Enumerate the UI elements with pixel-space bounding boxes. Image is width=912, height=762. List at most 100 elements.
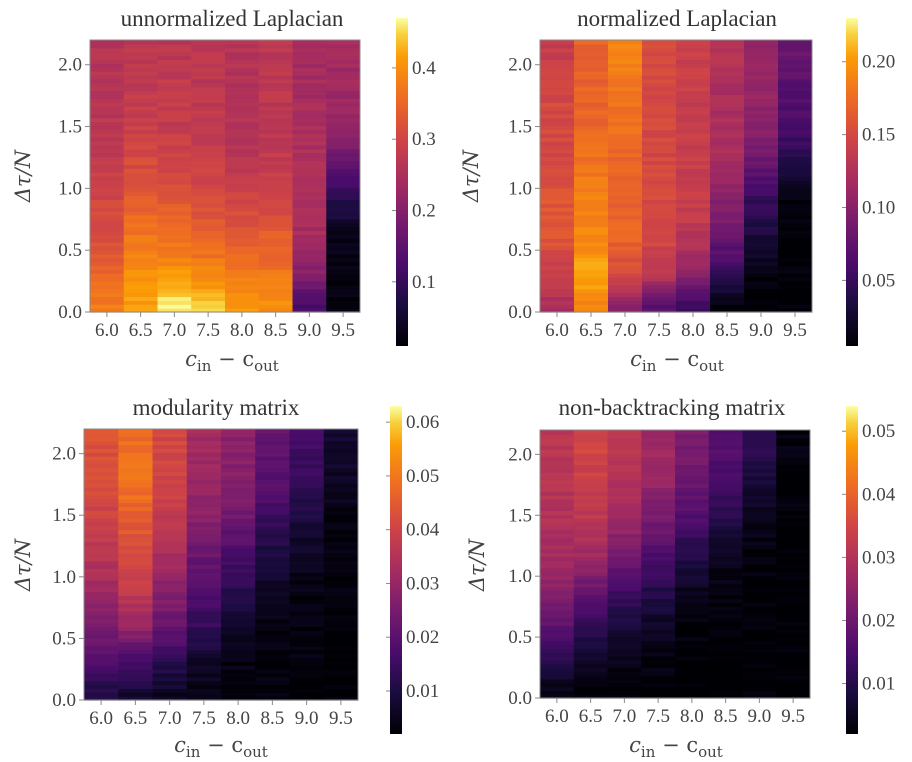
heatmap-cell: [118, 440, 153, 446]
x-tick-label: 9.0: [748, 706, 772, 727]
heatmap-cell: [186, 630, 222, 635]
heatmap-cell: [323, 463, 359, 469]
heatmap-cell: [641, 575, 676, 580]
heatmap-cell: [608, 218, 643, 224]
heatmap-cell: [118, 463, 153, 469]
heatmap-cell: [676, 113, 711, 119]
heatmap-cell: [607, 675, 642, 680]
heatmap-cell: [123, 234, 158, 239]
heatmap-cell: [573, 506, 608, 511]
heatmap-cell: [323, 529, 359, 535]
heatmap-cell: [289, 552, 325, 558]
heatmap-cell: [641, 583, 676, 588]
heatmap-cell: [708, 682, 743, 688]
heatmap-cell: [776, 567, 811, 573]
heatmap-cell: [742, 529, 777, 534]
heatmap-cell: [573, 675, 608, 680]
heatmap-cell: [608, 86, 643, 92]
heatmap-cell: [607, 529, 642, 534]
heatmap-cell: [221, 688, 256, 693]
heatmap-cell: [292, 187, 327, 193]
heatmap-cell: [675, 529, 710, 534]
heatmap-cell: [90, 230, 125, 235]
heatmap-cell: [608, 222, 643, 228]
heatmap-cell: [744, 265, 779, 270]
heatmap-cell: [123, 199, 158, 204]
heatmap-cell: [676, 172, 711, 177]
heatmap-cell: [157, 230, 192, 235]
heatmap-cell: [255, 688, 290, 693]
y-tick-label: 0.0: [52, 690, 76, 711]
heatmap-cell: [258, 98, 293, 103]
x-axis-ticks: 6.0 6.5 7.0 7.5 8.0 8.5 9.0 9.5: [95, 312, 355, 341]
heatmap-cell: [608, 277, 643, 282]
heatmap-cell: [742, 514, 777, 519]
y-tick-label: 0.5: [508, 627, 532, 648]
heatmap-cell: [255, 653, 290, 659]
heatmap-cell: [221, 634, 256, 639]
heatmap-cell: [742, 475, 777, 481]
heatmap-cell: [152, 591, 188, 597]
heatmap-cell: [641, 678, 676, 684]
heatmap-cell: [118, 475, 153, 480]
heatmap-cell: [118, 665, 153, 670]
heatmap-cell: [641, 498, 676, 504]
heatmap-cell: [540, 586, 575, 592]
heatmap-cell: [84, 583, 119, 589]
heatmap-cell: [186, 579, 222, 585]
heatmap-cell: [540, 78, 575, 84]
heatmap-cell: [186, 657, 222, 662]
heatmap-cell: [642, 59, 677, 64]
heatmap-cell: [574, 304, 609, 309]
heatmap-cell: [292, 113, 327, 119]
heatmap-cell: [642, 284, 677, 290]
heatmap-cell: [744, 277, 779, 282]
heatmap-cell: [540, 430, 575, 435]
heatmap-cell: [574, 249, 609, 255]
heatmap-cell: [540, 663, 575, 668]
heatmap-cell: [123, 176, 158, 181]
heatmap-cell: [157, 296, 192, 301]
heatmap-cell: [608, 172, 643, 177]
heatmap-cell: [255, 475, 290, 480]
heatmap-cell: [573, 629, 608, 634]
heatmap-cell: [221, 440, 256, 446]
heatmap-cell: [255, 595, 290, 600]
heatmap-cell: [574, 133, 609, 138]
heatmap-cell: [326, 300, 361, 305]
heatmap-cell: [641, 518, 676, 523]
heatmap-cell: [708, 556, 743, 561]
heatmap-cell: [326, 191, 361, 197]
heatmap-cell: [90, 238, 125, 243]
heatmap-cell: [641, 437, 676, 443]
heatmap-cell: [289, 459, 325, 465]
heatmap-cell: [326, 109, 361, 115]
heatmap-cell: [776, 452, 811, 458]
heatmap-cell: [540, 449, 575, 454]
heatmap-cell: [540, 629, 575, 634]
heatmap-cell: [778, 253, 813, 259]
heatmap-cell: [676, 304, 711, 309]
heatmap-cell: [540, 55, 575, 61]
heatmap-cell: [573, 445, 608, 450]
heatmap-cell: [84, 475, 119, 480]
heatmap-cell: [292, 40, 327, 45]
heatmap-cell: [221, 645, 256, 651]
heatmap-cell: [292, 71, 327, 76]
heatmap-cell: [744, 242, 779, 247]
heatmap-cell: [676, 230, 711, 235]
heatmap-cell: [710, 249, 745, 255]
heatmap-cell: [540, 445, 575, 450]
heatmap-cell: [84, 688, 119, 693]
heatmap-cell: [744, 269, 779, 274]
heatmap-cell: [84, 549, 119, 554]
heatmap-cell: [540, 609, 575, 615]
heatmap-cell: [152, 603, 188, 608]
heatmap-cell: [186, 467, 222, 473]
heatmap-cell: [292, 207, 327, 212]
heatmap-cell: [540, 655, 575, 661]
heatmap-cell: [123, 207, 158, 212]
heatmap-cell: [676, 117, 711, 123]
heatmap-cell: [742, 506, 777, 511]
x-tick-label: 7.0: [163, 320, 187, 341]
